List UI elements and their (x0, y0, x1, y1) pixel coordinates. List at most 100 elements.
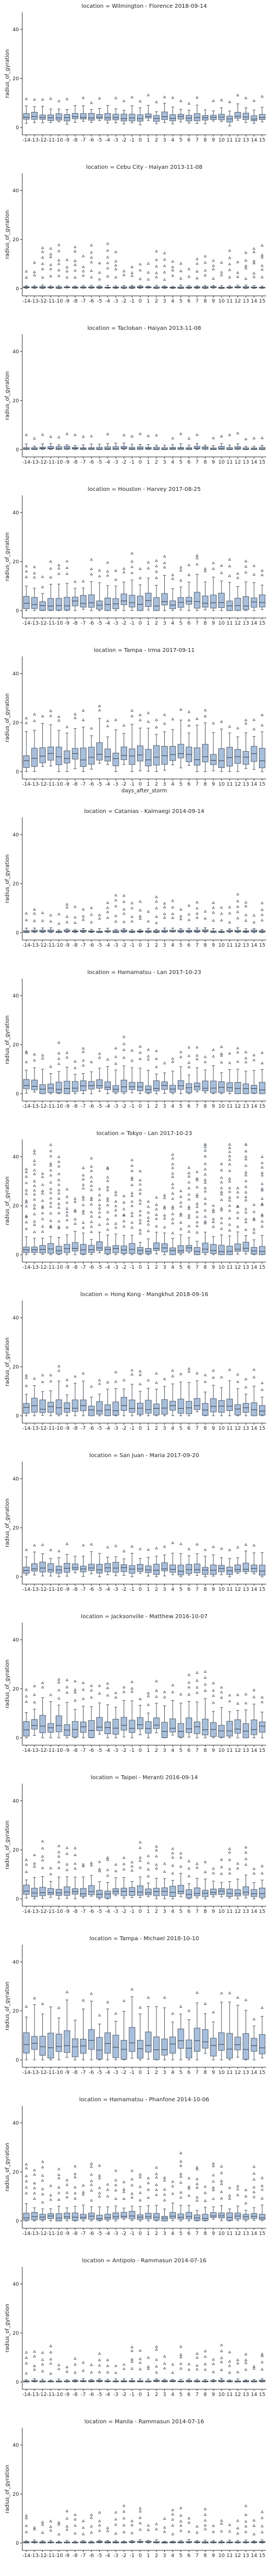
box-mark (39, 575, 46, 611)
box-iqr (161, 1722, 168, 1738)
outlier-point (236, 1996, 239, 1999)
outlier-point (171, 96, 174, 99)
outlier-point (25, 1199, 28, 1202)
outlier-point (139, 1202, 142, 1205)
outlier-point (57, 99, 61, 103)
box-mark (161, 713, 168, 771)
box-iqr (242, 751, 249, 765)
box-mark (218, 261, 225, 289)
box-mark (202, 2002, 209, 2054)
outlier-point (130, 435, 134, 437)
x-tick-label: -7 (81, 621, 86, 626)
outlier-point (106, 1545, 109, 1548)
outlier-point (195, 1691, 199, 1694)
outlier-point (130, 1200, 134, 1203)
box-mark (112, 1046, 119, 1094)
box-mark (47, 1143, 54, 1255)
outlier-point (244, 722, 248, 725)
outlier-point (252, 259, 256, 262)
outlier-point (122, 900, 126, 903)
x-tick-label: -14 (22, 782, 31, 787)
x-tick-label: 11 (227, 943, 233, 948)
outlier-point (114, 1204, 118, 1207)
outlier-point (220, 905, 223, 909)
box-mark (55, 99, 62, 123)
outlier-point (187, 1054, 190, 1057)
box-mark (104, 105, 111, 124)
outlier-point (187, 1216, 190, 1219)
outlier-point (261, 1381, 264, 1385)
x-tick-label: 6 (187, 1265, 190, 1270)
box-mark (80, 435, 87, 450)
box-mark (63, 1051, 71, 1094)
outlier-point (244, 1998, 248, 2002)
x-tick-label: 4 (171, 1587, 174, 1593)
x-tick-label: 8 (204, 1265, 207, 1270)
outlier-point (261, 1051, 264, 1054)
box-mark (153, 895, 160, 933)
box-mark (258, 1552, 266, 1577)
x-tick-label: 2 (155, 1909, 158, 1915)
x-tick-label: 4 (171, 1748, 174, 1754)
outlier-point (236, 1186, 239, 1190)
outlier-point (57, 243, 61, 246)
box-mark (194, 1170, 200, 1255)
outlier-point (130, 2178, 134, 2180)
outlier-point (261, 918, 264, 922)
outlier-point (57, 2006, 61, 2009)
outlier-point (212, 1545, 215, 1548)
box-iqr (258, 748, 266, 768)
box-mark (202, 1055, 209, 1093)
y-tick-label: 0 (16, 931, 19, 936)
outlier-point (220, 1198, 223, 1201)
outlier-point (90, 101, 93, 104)
outlier-point (228, 1548, 231, 1551)
outlier-point (33, 1192, 36, 1196)
box-mark (136, 432, 144, 450)
x-tick-label: 10 (218, 138, 225, 143)
box-mark (202, 567, 209, 610)
outlier-point (130, 1158, 134, 1161)
outlier-point (139, 262, 142, 266)
outlier-point (114, 1222, 118, 1225)
facet-panel: location = Tokyo - Lan 2017-10-2302040ra… (4, 1131, 266, 1270)
box-mark (251, 564, 257, 611)
outlier-point (146, 1703, 150, 1706)
outlier-point (244, 1701, 248, 1705)
box-mark (218, 1375, 225, 1416)
outlier-point (49, 1211, 52, 1215)
x-tick-label: -4 (105, 1748, 110, 1754)
outlier-point (106, 1856, 109, 1859)
box-mark (242, 96, 249, 123)
y-axis-label: radius_of_gyration (4, 1659, 11, 1708)
outlier-point (203, 1167, 207, 1171)
box-mark (72, 1679, 79, 1739)
outlier-point (261, 1187, 264, 1190)
outlier-point (25, 1200, 28, 1204)
outlier-point (228, 433, 231, 436)
outlier-point (114, 259, 118, 262)
outlier-point (203, 1190, 207, 1192)
outlier-point (33, 1701, 36, 1703)
outlier-point (90, 567, 93, 571)
x-tick-label: 15 (259, 1104, 265, 1109)
box-iqr (63, 2213, 71, 2219)
box-mark (258, 1155, 266, 1255)
outlier-point (130, 1689, 134, 1693)
x-tick-label: -7 (81, 299, 86, 304)
outlier-point (244, 904, 248, 908)
x-tick-label: -8 (72, 943, 77, 948)
outlier-point (90, 1684, 93, 1687)
x-tick-label: 15 (259, 1909, 265, 1915)
outlier-point (122, 571, 126, 573)
box-mark (202, 255, 209, 289)
outlier-point (220, 1375, 223, 1379)
box-mark (23, 564, 30, 611)
outlier-point (33, 1168, 36, 1171)
outlier-point (155, 1679, 158, 1682)
outlier-point (57, 1189, 61, 1191)
outlier-point (163, 916, 167, 919)
outlier-point (220, 1686, 223, 1689)
x-tick-label: 9 (212, 2070, 215, 2076)
outlier-point (106, 255, 109, 259)
